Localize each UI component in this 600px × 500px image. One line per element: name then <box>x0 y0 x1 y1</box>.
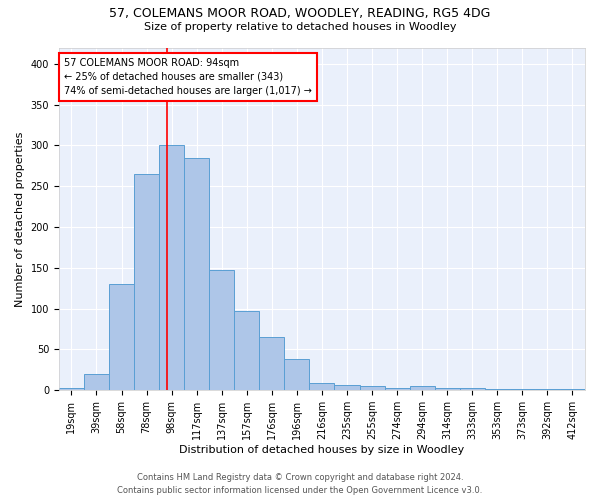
Bar <box>259 337 284 390</box>
Bar <box>434 388 460 390</box>
Bar <box>184 158 209 390</box>
Bar <box>460 388 485 390</box>
Bar <box>109 284 134 390</box>
Bar <box>59 388 84 390</box>
Bar <box>359 386 385 390</box>
Bar <box>334 386 359 390</box>
Text: Contains HM Land Registry data © Crown copyright and database right 2024.
Contai: Contains HM Land Registry data © Crown c… <box>118 474 482 495</box>
Bar <box>84 374 109 390</box>
Bar <box>485 388 510 390</box>
Y-axis label: Number of detached properties: Number of detached properties <box>15 131 25 306</box>
Bar <box>134 174 159 390</box>
Text: Size of property relative to detached houses in Woodley: Size of property relative to detached ho… <box>144 22 456 32</box>
Bar <box>385 388 410 390</box>
Bar <box>284 359 310 390</box>
Text: 57, COLEMANS MOOR ROAD, WOODLEY, READING, RG5 4DG: 57, COLEMANS MOOR ROAD, WOODLEY, READING… <box>109 8 491 20</box>
Text: 57 COLEMANS MOOR ROAD: 94sqm
← 25% of detached houses are smaller (343)
74% of s: 57 COLEMANS MOOR ROAD: 94sqm ← 25% of de… <box>64 58 312 96</box>
Bar <box>234 311 259 390</box>
Bar <box>410 386 434 390</box>
Bar <box>159 146 184 390</box>
Bar <box>209 270 234 390</box>
X-axis label: Distribution of detached houses by size in Woodley: Distribution of detached houses by size … <box>179 445 464 455</box>
Bar <box>310 383 334 390</box>
